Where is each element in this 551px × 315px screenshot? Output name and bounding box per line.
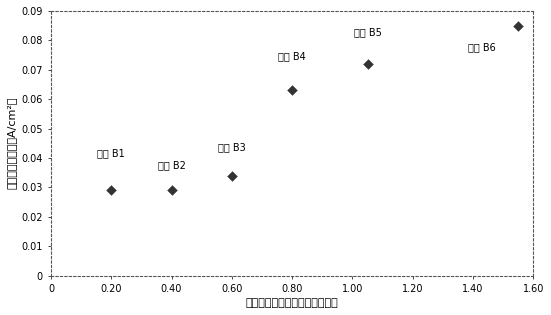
Text: 電池 B6: 電池 B6 [468,42,496,52]
Point [228,173,236,178]
Text: 電池 B3: 電池 B3 [218,142,246,152]
Point [288,88,296,93]
X-axis label: 膨張黒鉛シートの厚み（ｍｍ）: 膨張黒鉛シートの厚み（ｍｍ） [246,298,338,308]
Text: 電池 B4: 電池 B4 [278,51,306,61]
Point [363,61,372,66]
Y-axis label: 平均電流密度（ｍA/cm²）: 平均電流密度（ｍA/cm²） [7,97,17,190]
Text: 電池 B5: 電池 B5 [354,27,381,37]
Point [167,188,176,193]
Point [514,23,523,28]
Text: 電池 B2: 電池 B2 [158,160,186,170]
Point [107,188,116,193]
Text: 電池 B1: 電池 B1 [98,148,125,158]
